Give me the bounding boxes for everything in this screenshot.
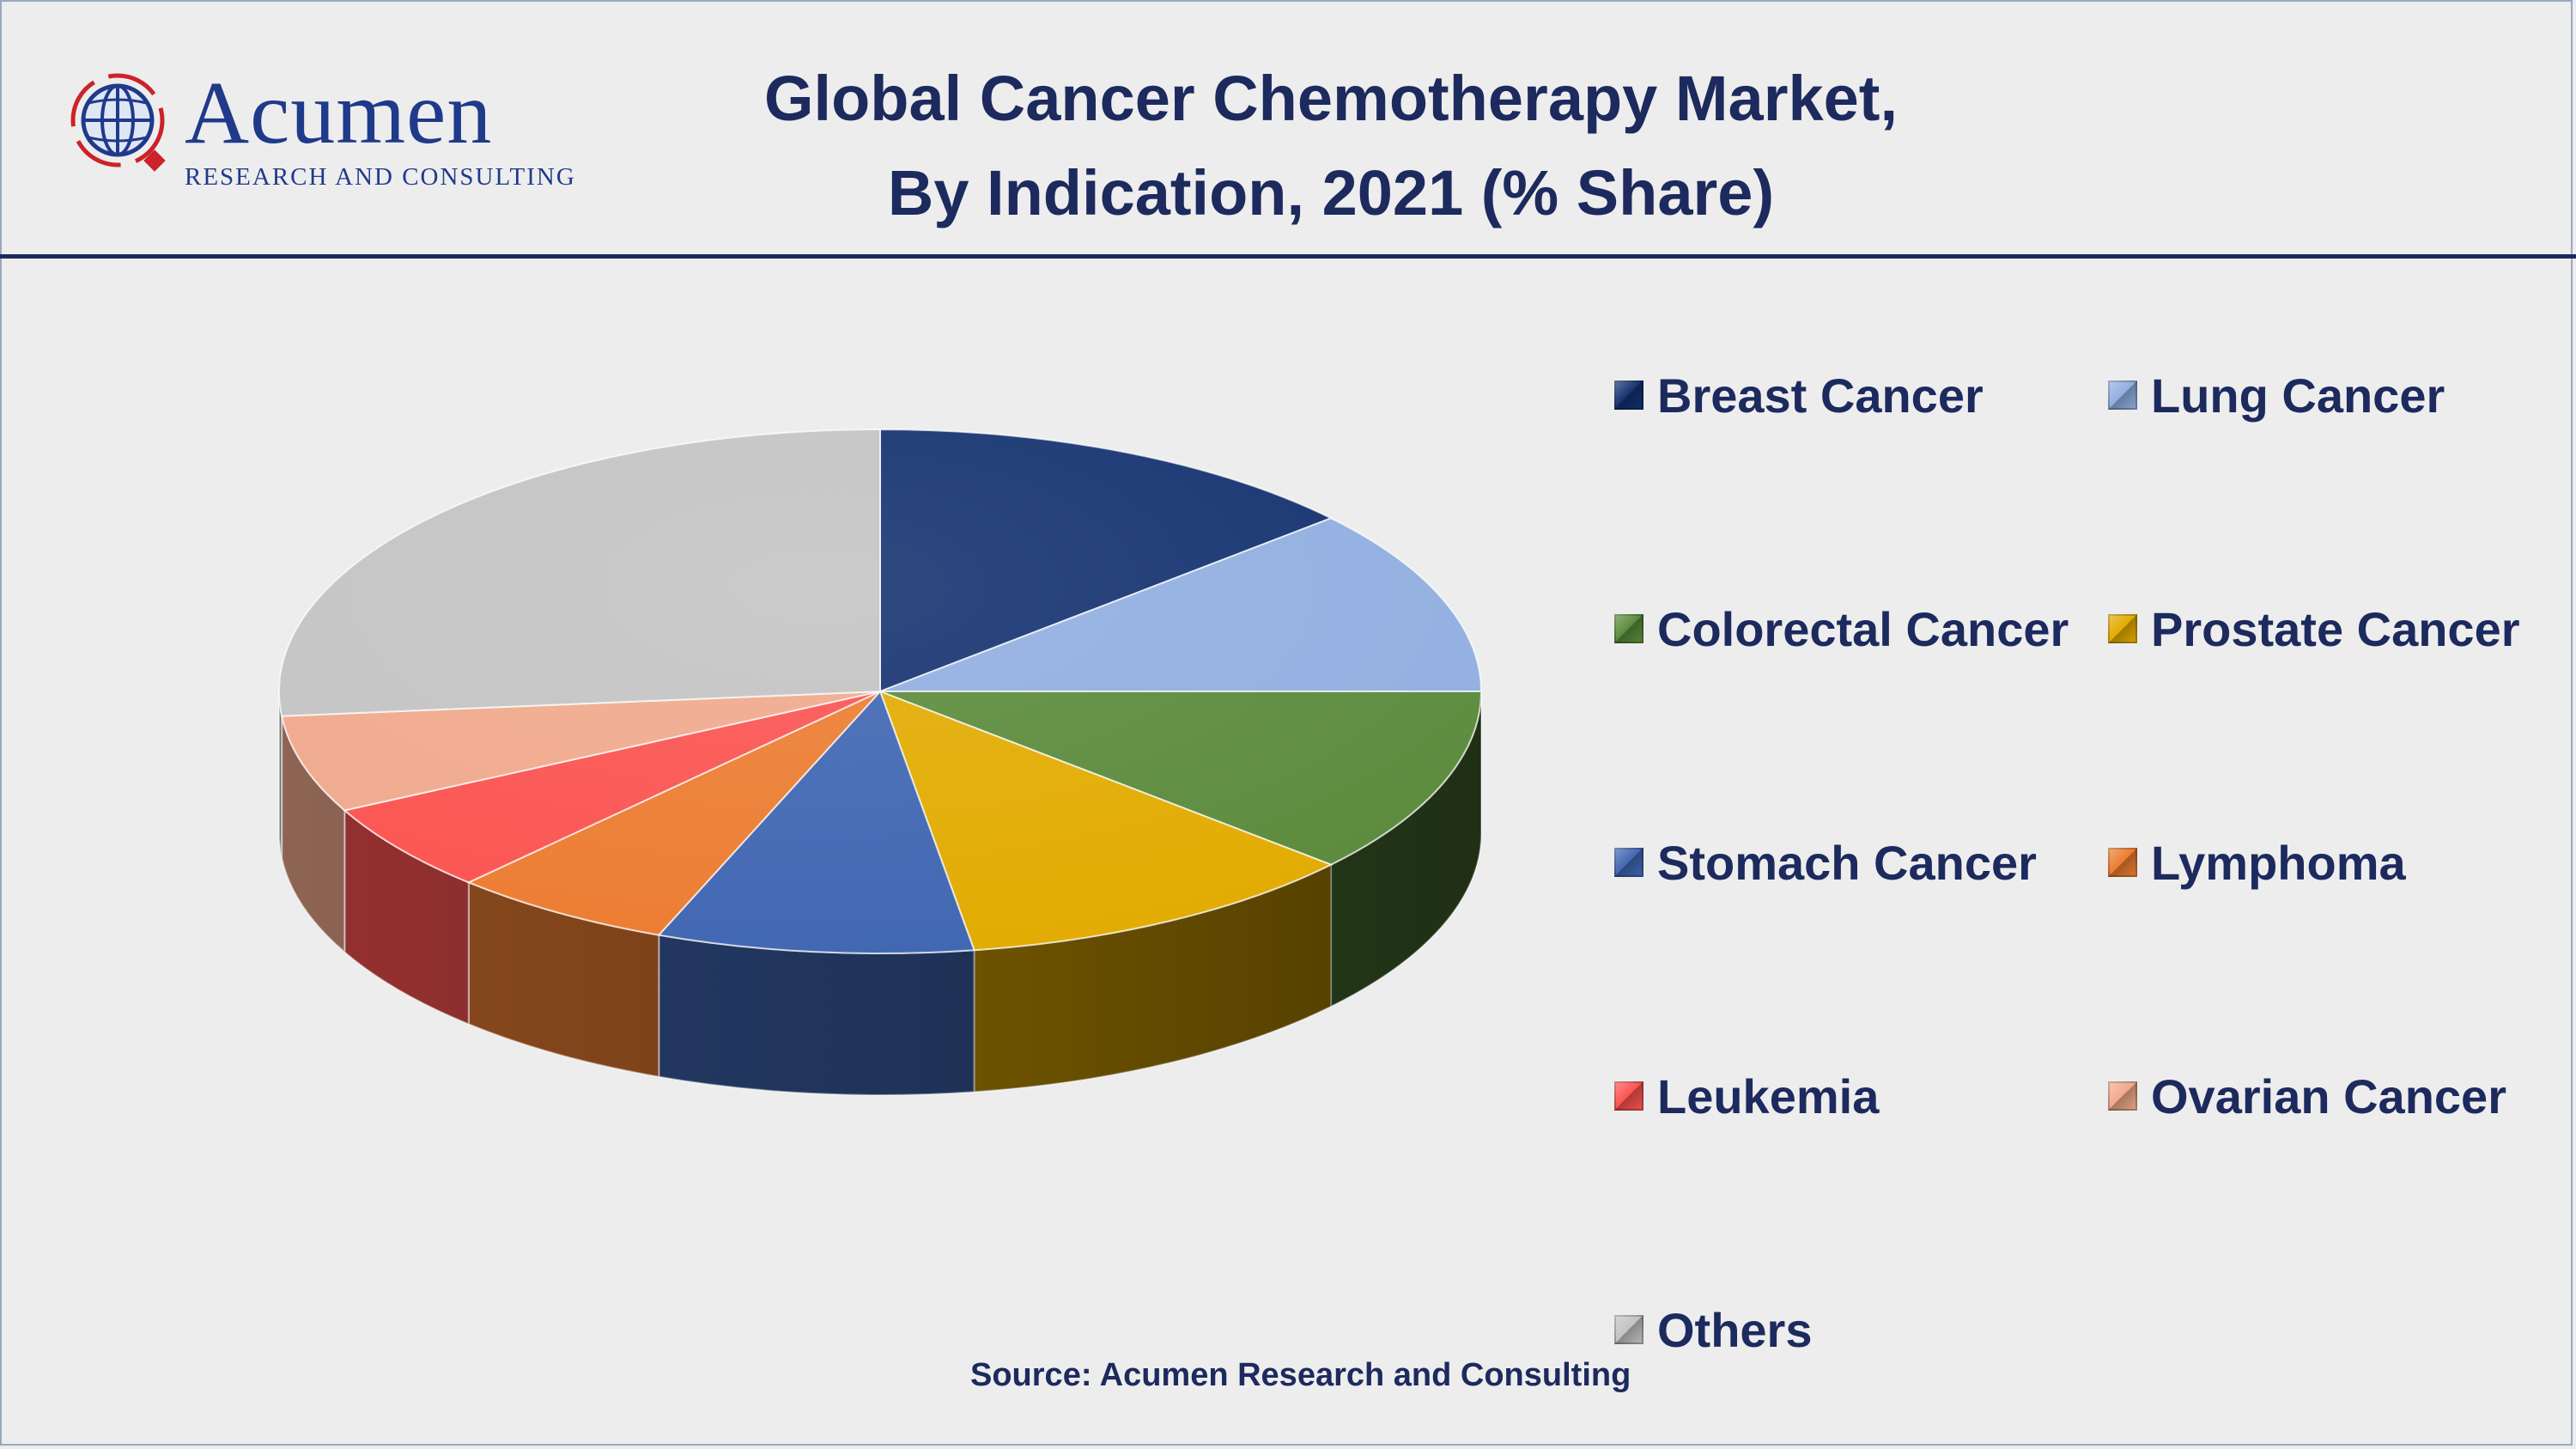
legend-label: Stomach Cancer xyxy=(1657,835,2037,890)
legend-item-others: Others xyxy=(1614,1295,1813,1364)
legend-item-leukemia: Leukemia xyxy=(1614,1062,1879,1130)
legend-item-ovarian-cancer: Ovarian Cancer xyxy=(2108,1062,2506,1130)
legend-label: Leukemia xyxy=(1657,1068,1880,1123)
legend-label: Breast Cancer xyxy=(1657,368,1984,423)
legend-item-lung-cancer: Lung Cancer xyxy=(2108,361,2445,429)
legend-item-colorectal-cancer: Colorectal Cancer xyxy=(1614,594,2069,663)
chart-title-line-2: By Indication, 2021 (% Share) xyxy=(887,157,1775,228)
legend-swatch xyxy=(1614,1081,1643,1111)
legend-swatch xyxy=(1614,848,1643,877)
legend-label: Colorectal Cancer xyxy=(1657,601,2069,656)
legend-item-lymphoma: Lymphoma xyxy=(2108,828,2406,897)
acumen-logo: Acumen RESEARCH AND CONSULTING xyxy=(64,60,574,191)
legend-swatch xyxy=(1614,1315,1643,1344)
legend-item-breast-cancer: Breast Cancer xyxy=(1614,361,1984,429)
pie-chart-svg xyxy=(278,428,1483,1097)
header: Acumen RESEARCH AND CONSULTING Global Ca… xyxy=(0,0,2576,258)
legend-item-stomach-cancer: Stomach Cancer xyxy=(1614,828,2037,897)
legend-swatch xyxy=(2108,614,2137,643)
pie-rim-shading xyxy=(279,691,1481,1095)
chart-legend: Breast Cancer Lung Cancer Colorectal Cance… xyxy=(1614,361,2559,1391)
legend-swatch xyxy=(2108,1081,2137,1111)
legend-label: Ovarian Cancer xyxy=(2151,1068,2506,1123)
chart-title: Global Cancer Chemotherapy Market, By In… xyxy=(601,52,2061,240)
header-divider xyxy=(0,254,2576,259)
legend-label: Lymphoma xyxy=(2151,835,2406,890)
globe-icon xyxy=(70,73,166,172)
legend-swatch xyxy=(2108,381,2137,410)
legend-swatch xyxy=(1614,381,1643,410)
pie-chart xyxy=(258,404,1511,1194)
legend-label: Prostate Cancer xyxy=(2151,601,2520,656)
legend-swatch xyxy=(2108,848,2137,877)
chart-title-line-1: Global Cancer Chemotherapy Market, xyxy=(763,63,1899,134)
logo-tagline: RESEARCH AND CONSULTING xyxy=(185,163,576,191)
logo-wordmark: Acumen xyxy=(185,64,493,162)
legend-label: Lung Cancer xyxy=(2151,368,2445,423)
legend-item-prostate-cancer: Prostate Cancer xyxy=(2108,594,2520,663)
legend-label: Others xyxy=(1657,1302,1813,1357)
source-note: Source: Acumen Research and Consulting xyxy=(970,1357,1631,1393)
pie-top-gloss xyxy=(279,429,1481,953)
legend-swatch xyxy=(1614,614,1643,643)
